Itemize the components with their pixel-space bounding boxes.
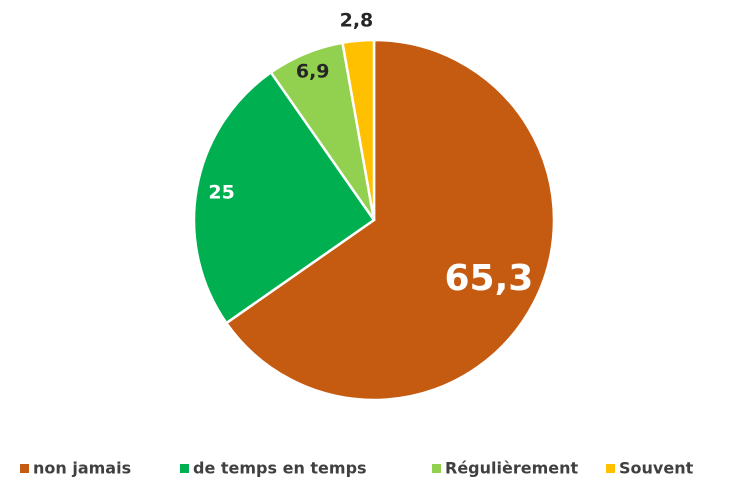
legend-label: Régulièrement — [445, 459, 578, 478]
legend-swatch — [180, 464, 189, 473]
pie-slice — [192, 70, 376, 325]
legend-label: Souvent — [619, 459, 694, 478]
data-label: 2,8 — [340, 9, 374, 31]
data-label: 65,3 — [445, 258, 534, 299]
legend-label: non jamais — [33, 459, 131, 478]
pie-slice — [224, 38, 556, 402]
legend-label: de temps en temps — [193, 459, 367, 478]
legend-swatch — [432, 464, 441, 473]
data-label: 25 — [208, 181, 234, 203]
legend-swatch — [606, 464, 615, 473]
legend-swatch — [20, 464, 29, 473]
data-label: 6,9 — [296, 60, 330, 82]
pie-slice — [341, 38, 376, 221]
